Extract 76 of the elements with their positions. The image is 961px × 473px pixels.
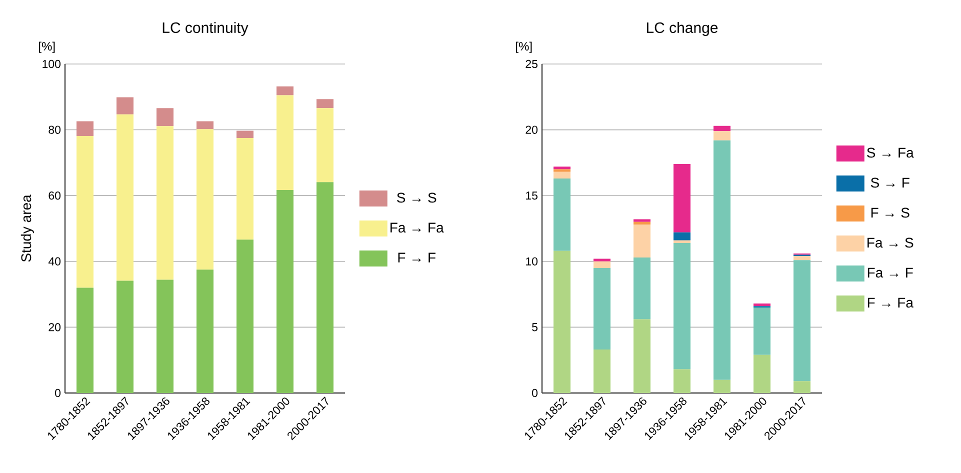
- bar: [276, 95, 294, 190]
- bar: [236, 130, 254, 138]
- bar: [76, 288, 94, 393]
- y-tick-label: 15: [526, 192, 538, 200]
- bar: [116, 280, 134, 393]
- bar: [674, 240, 691, 243]
- y-tick-label: 20: [48, 323, 61, 332]
- bar: [276, 190, 294, 393]
- bar: [554, 172, 571, 178]
- bar: [794, 260, 811, 382]
- bar: [554, 178, 571, 251]
- text: [%]: [516, 42, 532, 53]
- bar: [794, 381, 811, 393]
- legend-label: Fa → Fa: [390, 222, 444, 233]
- bar: [674, 232, 691, 240]
- bar: [794, 256, 811, 260]
- bar: [714, 131, 731, 140]
- y-tick-label: 60: [48, 192, 61, 200]
- bar: [554, 250, 571, 393]
- bar: [196, 129, 214, 270]
- y-tick-label: 100: [42, 60, 61, 68]
- y-tick-label: 0: [55, 388, 61, 398]
- bar: [156, 126, 174, 280]
- bar: [634, 224, 651, 258]
- y-tick-label: 80: [48, 126, 61, 134]
- y-tick-label: 10: [526, 257, 538, 266]
- bar: [554, 169, 571, 172]
- legend-label: F → Fa: [868, 298, 914, 308]
- y-axis-title: Study area: [20, 194, 34, 262]
- y-tick-label: 5: [532, 323, 538, 332]
- legend-label: F → F: [398, 252, 436, 262]
- bar: [674, 242, 691, 370]
- bar: [196, 270, 214, 393]
- bar: [156, 108, 174, 126]
- legend-label: Fa → F: [868, 268, 913, 278]
- bar: [594, 350, 611, 393]
- bar: [316, 182, 334, 393]
- y-tick-label: 40: [48, 257, 61, 266]
- bar: [76, 136, 94, 288]
- bar: [316, 99, 334, 108]
- bar: [674, 369, 691, 393]
- bar: [236, 240, 254, 393]
- bar: [714, 140, 731, 380]
- legend-label: S → S: [397, 192, 436, 203]
- bar: [674, 164, 691, 232]
- text: [%]: [39, 42, 55, 53]
- bar: [196, 121, 214, 130]
- y-tick-label: 0: [532, 388, 538, 398]
- legend-label: F → S: [871, 208, 910, 218]
- bar: [754, 307, 771, 355]
- bar: [714, 126, 731, 132]
- bar: [634, 222, 651, 225]
- bar: [116, 114, 134, 281]
- bar: [594, 268, 611, 350]
- y-tick-label: 25: [526, 60, 538, 68]
- bar: [236, 138, 254, 240]
- bar: [554, 166, 571, 170]
- bar: [634, 319, 651, 393]
- y-tick-label: 20: [526, 126, 538, 134]
- bar: [714, 380, 731, 393]
- bar: [316, 108, 334, 182]
- chart-title: LC continuity: [162, 22, 248, 36]
- legend-label: S → Fa: [867, 148, 914, 158]
- legend-label: Fa → S: [868, 238, 914, 248]
- bar: [276, 86, 294, 96]
- bar: [754, 303, 771, 306]
- bar: [76, 121, 94, 136]
- legend-label: S → F: [870, 178, 910, 188]
- bar: [594, 261, 611, 268]
- bar: [156, 280, 174, 393]
- chart-title: LC change: [646, 22, 718, 36]
- bar: [634, 257, 651, 320]
- bar: [116, 97, 134, 114]
- bar: [754, 354, 771, 393]
- bar: [634, 219, 651, 222]
- bar: [594, 258, 611, 262]
